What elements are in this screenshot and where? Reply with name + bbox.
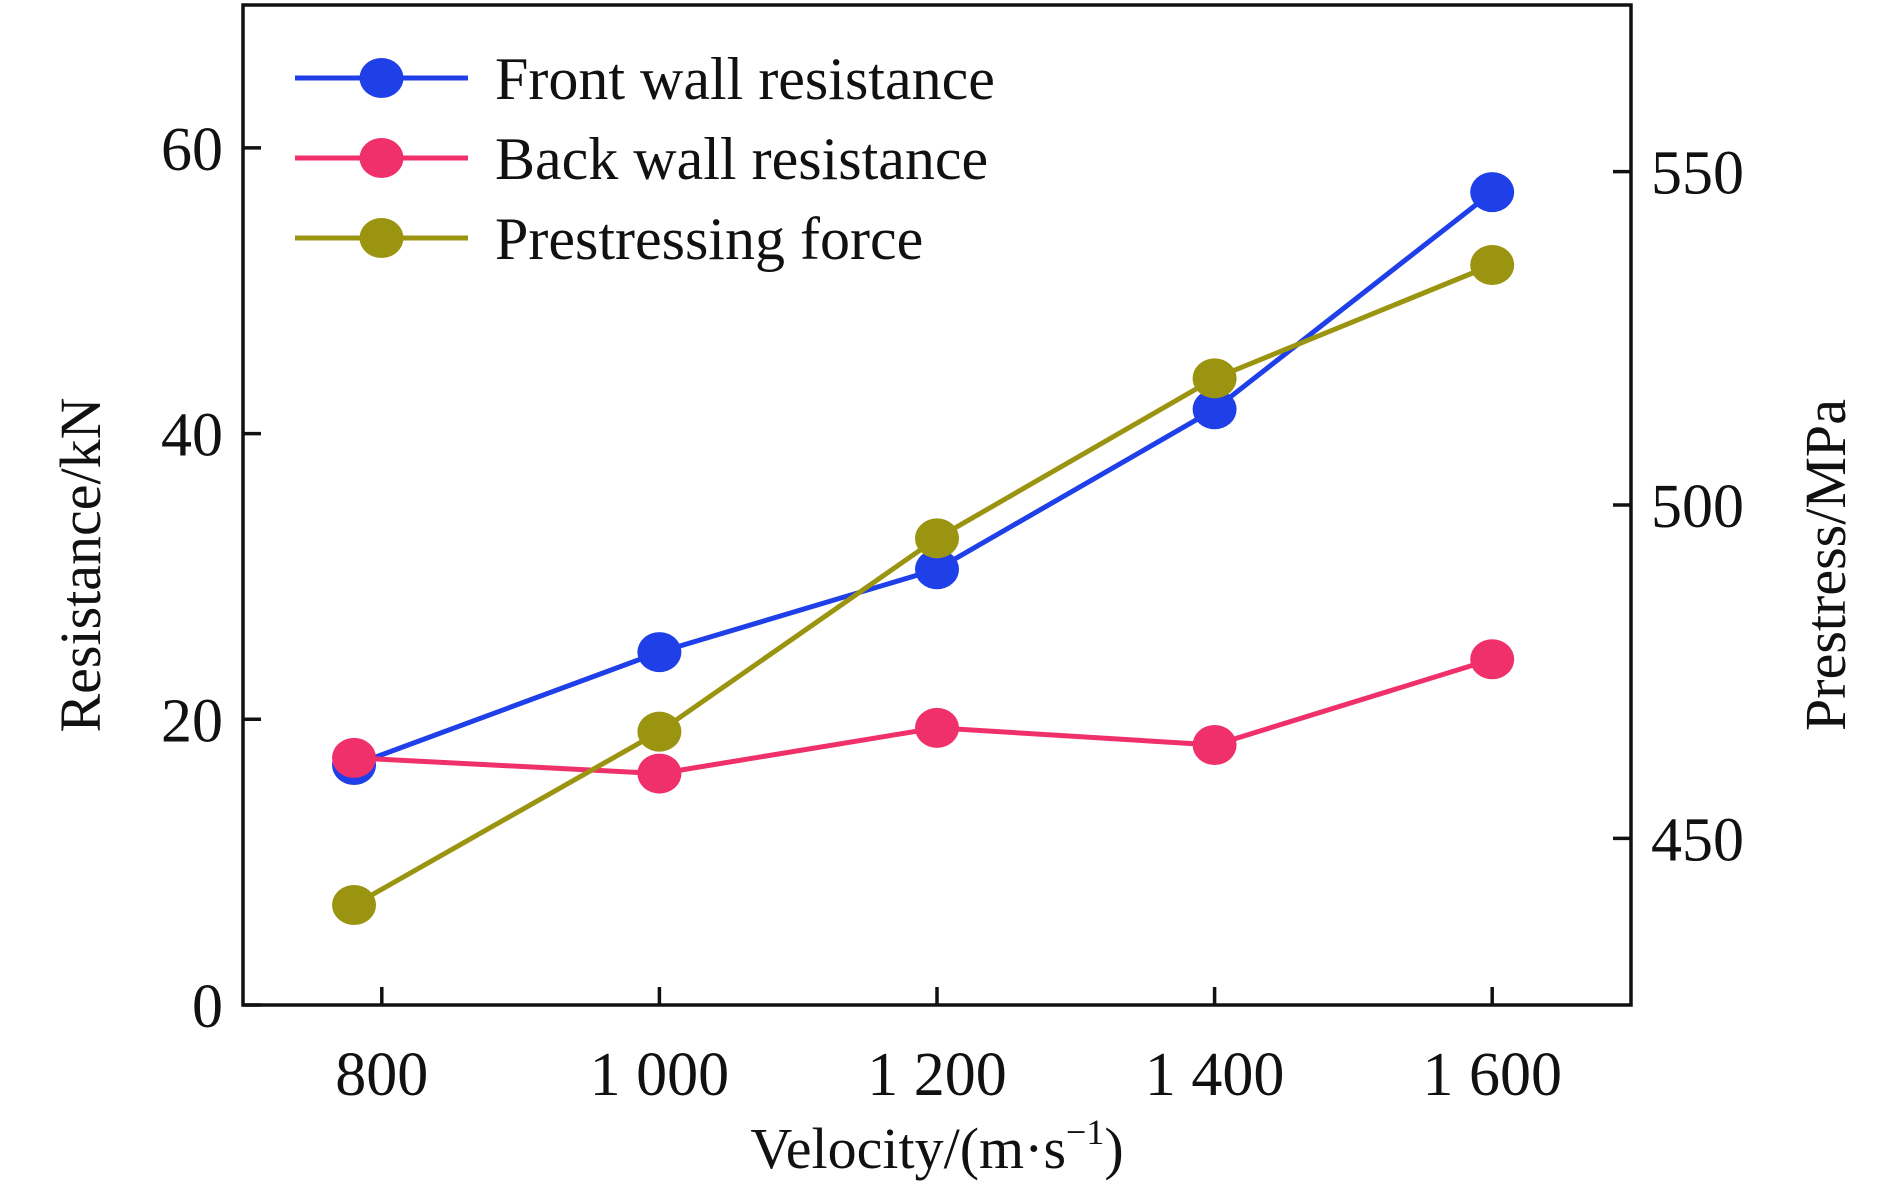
y2-tick-label: 550 bbox=[1651, 140, 1744, 208]
axes: 800 1 000 1 200 1 400 1 600 0 20 40 60 450 500 550 V… bbox=[48, 3, 1858, 1181]
legend-marker bbox=[359, 218, 404, 258]
series-2 bbox=[332, 639, 1515, 794]
x-tick-label: 1 000 bbox=[590, 1041, 730, 1109]
x-tick-label: 1 400 bbox=[1145, 1041, 1285, 1109]
x-axis-title: Velocity/(m·s−1) bbox=[750, 1112, 1123, 1181]
series-3 bbox=[332, 245, 1515, 925]
y-axis-title: Resistance/kN bbox=[48, 397, 113, 732]
series-line bbox=[352, 262, 1494, 908]
data-point bbox=[637, 711, 682, 752]
y-tick-label: 40 bbox=[161, 402, 223, 470]
y2-tick-label: 450 bbox=[1651, 806, 1744, 874]
data-point bbox=[1192, 725, 1237, 765]
y-tick-label: 20 bbox=[161, 687, 223, 755]
data-point bbox=[1192, 358, 1237, 399]
y2-axis-title: Prestress/MPa bbox=[1793, 399, 1858, 731]
data-point bbox=[332, 737, 377, 778]
x-tick-label: 1 600 bbox=[1422, 1041, 1562, 1109]
x-tick-label: 1 200 bbox=[867, 1041, 1007, 1109]
legend-marker bbox=[359, 138, 404, 178]
data-point bbox=[915, 518, 959, 559]
legend-label: Prestressing force bbox=[495, 206, 923, 272]
data-point bbox=[915, 549, 959, 590]
data-point bbox=[637, 632, 682, 673]
legend-marker bbox=[359, 58, 404, 98]
series-line bbox=[353, 190, 1494, 768]
y-tick-label: 60 bbox=[161, 116, 223, 184]
y2-tick-label: 500 bbox=[1651, 473, 1744, 541]
series-layer bbox=[332, 172, 1515, 925]
y-tick-label: 0 bbox=[192, 973, 223, 1041]
data-point bbox=[1470, 245, 1515, 285]
data-point bbox=[1192, 389, 1237, 430]
legend-label: Back wall resistance bbox=[495, 126, 988, 192]
x-tick-label: 800 bbox=[335, 1041, 428, 1109]
data-point bbox=[1470, 172, 1515, 213]
legend-label: Front wall resistance bbox=[495, 46, 995, 112]
data-point bbox=[1470, 639, 1515, 680]
data-point bbox=[915, 707, 959, 748]
legend: Front wall resistance Back wall resistanc… bbox=[295, 46, 995, 272]
data-point bbox=[637, 753, 682, 794]
data-point bbox=[332, 885, 377, 925]
